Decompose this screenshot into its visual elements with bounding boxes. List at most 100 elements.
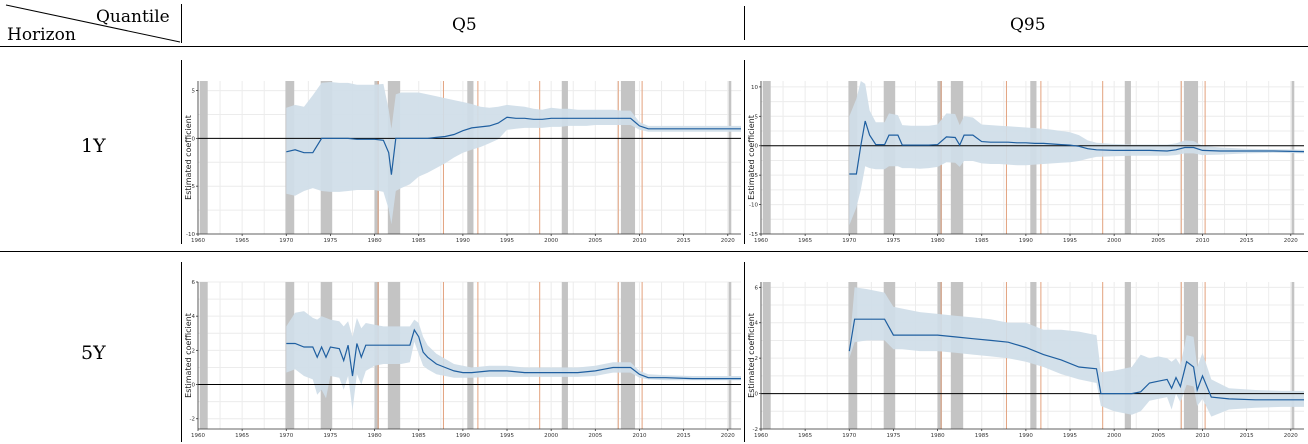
x-tick-label: 2000 xyxy=(1107,238,1121,244)
recession-band xyxy=(950,282,964,429)
recession-band xyxy=(1291,282,1295,429)
x-tick-label: 1990 xyxy=(456,433,470,439)
x-tick-label: 1990 xyxy=(1019,433,1033,439)
y-tick-label: 6 xyxy=(755,285,759,291)
recession-band xyxy=(762,81,771,234)
y-tick-label: 4 xyxy=(192,314,196,320)
recession-band xyxy=(762,282,771,429)
y-axis-label: Estimated coefficient xyxy=(747,313,756,398)
x-tick-label: 1985 xyxy=(412,238,426,244)
chart-panel-q95-1y: -15 -10 -5 0 5 10 1960 1965 1970 1975 1980 1985 1990… xyxy=(747,81,1305,244)
y-tick-label: -2 xyxy=(753,427,758,433)
x-tick-label: 1970 xyxy=(842,433,856,439)
x-tick-label: 1985 xyxy=(412,433,426,439)
corner-label-quantile: Quantile xyxy=(96,7,170,27)
recession-band xyxy=(728,282,732,429)
x-tick-label: 1985 xyxy=(975,238,989,244)
recession-band xyxy=(728,81,732,234)
confidence-band xyxy=(849,81,1304,226)
x-tick-label: 1985 xyxy=(975,433,989,439)
coefficient-line xyxy=(286,328,741,380)
recession-band xyxy=(883,282,896,429)
row2-column-divider xyxy=(744,262,745,442)
chart-panel-q5-1y: -10 -5 0 5 1960 1965 1970 1975 1980 1985 1990 1995 2… xyxy=(184,81,741,244)
row2-left-rule xyxy=(181,262,182,442)
row-header-5y: 5Y xyxy=(81,342,106,364)
y-tick-label: 5 xyxy=(192,89,196,95)
y-tick-label: -5 xyxy=(753,173,759,179)
x-tick-label: 1960 xyxy=(754,238,768,244)
y-tick-label: 0 xyxy=(192,383,196,389)
recession-band xyxy=(1124,282,1131,429)
coefficient-line xyxy=(849,120,1305,175)
x-tick-label: 1990 xyxy=(1019,238,1033,244)
x-tick-label: 2020 xyxy=(721,238,735,244)
y-tick-label: 0 xyxy=(755,144,759,150)
x-tick-label: 1960 xyxy=(191,238,205,244)
y-tick-label: 0 xyxy=(192,136,196,142)
header-rule xyxy=(0,46,1308,47)
recession-band xyxy=(467,81,474,234)
y-tick-label: -5 xyxy=(190,184,196,190)
recession-band xyxy=(620,81,636,234)
x-tick-label: 2010 xyxy=(1195,238,1209,244)
recession-band xyxy=(1124,81,1131,234)
x-tick-label: 1975 xyxy=(323,238,337,244)
corner-diagonal-line xyxy=(5,4,181,43)
confidence-band xyxy=(286,82,741,225)
x-tick-label: 2005 xyxy=(588,433,602,439)
recession-band xyxy=(467,282,474,429)
col-header-q5: Q5 xyxy=(452,15,477,35)
x-tick-label: 2000 xyxy=(544,433,558,439)
x-tick-label: 1980 xyxy=(368,238,382,244)
x-tick-label: 1975 xyxy=(886,433,900,439)
header-column-divider xyxy=(744,6,745,40)
x-tick-label: 2010 xyxy=(632,433,646,439)
x-tick-label: 1995 xyxy=(1063,238,1077,244)
x-tick-label: 1990 xyxy=(456,238,470,244)
y-tick-label: -15 xyxy=(749,232,758,238)
row-header-1y: 1Y xyxy=(81,135,106,157)
x-tick-label: 1975 xyxy=(323,433,337,439)
corner-diagonal xyxy=(5,4,181,43)
y-tick-label: 2 xyxy=(755,356,759,362)
x-tick-label: 1965 xyxy=(235,433,249,439)
recession-band xyxy=(620,282,636,429)
recession-band xyxy=(848,282,858,429)
y-tick-label: 2 xyxy=(192,348,196,354)
y-axis-label: Estimated coefficient xyxy=(747,115,756,200)
x-tick-label: 2015 xyxy=(1240,433,1254,439)
y-axis-label: Estimated coefficient xyxy=(184,115,193,200)
y-tick-label: -10 xyxy=(186,232,195,238)
x-tick-label: 2015 xyxy=(1240,238,1254,244)
recession-band xyxy=(199,81,208,234)
x-tick-label: 1965 xyxy=(235,238,249,244)
coefficient-line xyxy=(286,116,741,175)
x-tick-label: 2010 xyxy=(632,238,646,244)
y-tick-label: -10 xyxy=(749,203,758,209)
x-tick-label: 2020 xyxy=(1284,238,1298,244)
coefficient-line xyxy=(848,318,1304,401)
x-tick-label: 1995 xyxy=(500,433,514,439)
x-tick-label: 2005 xyxy=(1151,433,1165,439)
x-tick-label: 2005 xyxy=(1151,238,1165,244)
x-tick-label: 1960 xyxy=(754,433,768,439)
recession-band xyxy=(937,282,942,429)
x-tick-label: 2020 xyxy=(721,433,735,439)
recession-band xyxy=(1291,81,1295,234)
confidence-band xyxy=(849,287,1304,417)
x-tick-label: 1995 xyxy=(1063,433,1077,439)
x-tick-label: 1980 xyxy=(368,433,382,439)
confidence-band xyxy=(286,311,741,411)
corner-right-rule xyxy=(181,4,182,43)
x-tick-label: 2010 xyxy=(1195,433,1209,439)
x-tick-label: 1965 xyxy=(798,238,812,244)
x-tick-label: 2000 xyxy=(544,238,558,244)
recession-band xyxy=(199,282,208,429)
recession-band xyxy=(561,282,568,429)
x-tick-label: 2020 xyxy=(1284,433,1298,439)
chart-panel-q5-5y: -2 0 2 4 6 1960 1965 1970 1975 1980 1985 1990 1995 20… xyxy=(184,280,741,439)
corner-label-horizon: Horizon xyxy=(7,25,76,45)
x-tick-label: 1980 xyxy=(931,433,945,439)
